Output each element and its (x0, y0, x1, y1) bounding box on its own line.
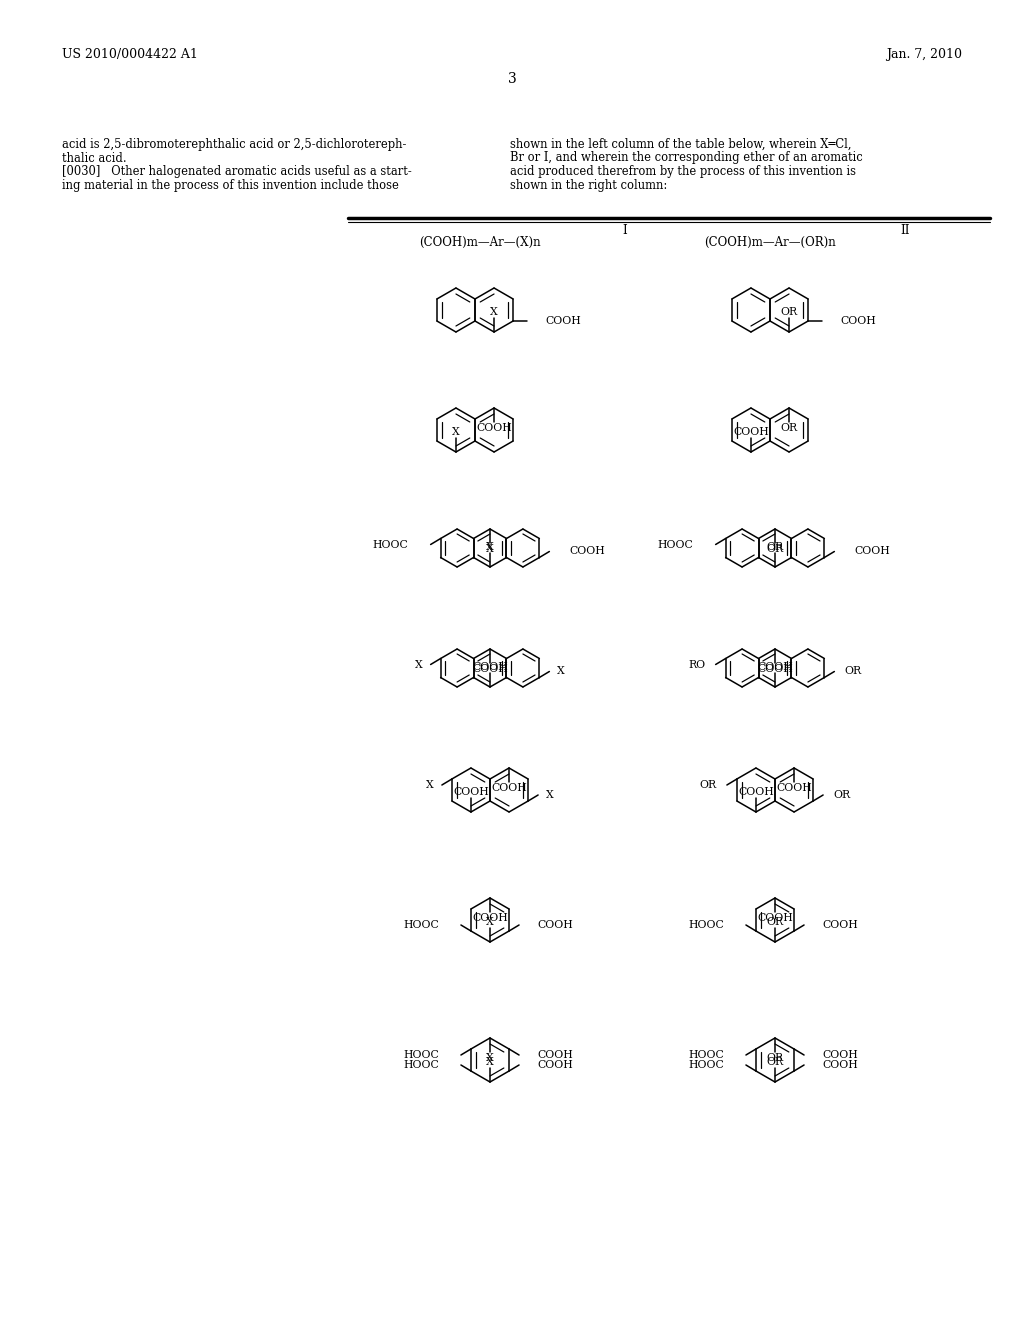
Text: ing material in the process of this invention include those: ing material in the process of this inve… (62, 178, 399, 191)
Text: COOH: COOH (822, 920, 858, 931)
Text: acid produced therefrom by the process of this invention is: acid produced therefrom by the process o… (510, 165, 856, 178)
Text: COOH: COOH (733, 426, 769, 437)
Text: OR: OR (780, 422, 798, 433)
Text: COOH: COOH (537, 920, 572, 931)
Text: COOH: COOH (569, 546, 605, 557)
Text: (COOH)m—Ar—(X)n: (COOH)m—Ar—(X)n (419, 236, 541, 249)
Text: COOH: COOH (472, 664, 508, 675)
Text: 3: 3 (508, 73, 516, 86)
Text: COOH: COOH (822, 1060, 858, 1071)
Text: COOH: COOH (492, 783, 527, 793)
Text: [0030]   Other halogenated aromatic acids useful as a start-: [0030] Other halogenated aromatic acids … (62, 165, 412, 178)
Text: HOOC: HOOC (688, 1049, 724, 1060)
Text: X: X (557, 667, 565, 676)
Text: OR: OR (780, 308, 798, 317)
Text: HOOC: HOOC (403, 920, 439, 931)
Text: COOH: COOH (537, 1060, 572, 1071)
Text: COOH: COOH (757, 664, 793, 675)
Text: shown in the right column:: shown in the right column: (510, 178, 668, 191)
Text: X: X (415, 660, 423, 669)
Text: OR: OR (766, 1057, 783, 1067)
Text: X: X (486, 917, 494, 927)
Text: X: X (486, 544, 494, 554)
Text: OR: OR (766, 544, 783, 554)
Text: HOOC: HOOC (373, 540, 409, 549)
Text: X: X (452, 426, 460, 437)
Text: COOH: COOH (822, 1049, 858, 1060)
Text: COOH: COOH (757, 663, 793, 672)
Text: HOOC: HOOC (688, 1060, 724, 1071)
Text: X: X (486, 543, 494, 552)
Text: HOOC: HOOC (403, 1049, 439, 1060)
Text: COOH: COOH (854, 546, 890, 557)
Text: X: X (426, 780, 434, 789)
Text: RO: RO (688, 660, 706, 669)
Text: COOH: COOH (472, 913, 508, 923)
Text: OR: OR (766, 917, 783, 927)
Text: II: II (900, 224, 909, 238)
Text: HOOC: HOOC (688, 920, 724, 931)
Text: US 2010/0004422 A1: US 2010/0004422 A1 (62, 48, 198, 61)
Text: OR: OR (845, 667, 861, 676)
Text: HOOC: HOOC (657, 540, 693, 549)
Text: COOH: COOH (472, 663, 508, 672)
Text: HOOC: HOOC (403, 1060, 439, 1071)
Text: COOH: COOH (776, 783, 812, 793)
Text: thalic acid.: thalic acid. (62, 152, 127, 165)
Text: shown in the left column of the table below, wherein X═Cl,: shown in the left column of the table be… (510, 139, 852, 150)
Text: COOH: COOH (453, 787, 488, 797)
Text: X: X (486, 1053, 494, 1063)
Text: COOH: COOH (840, 315, 876, 326)
Text: X: X (546, 789, 554, 800)
Text: COOH: COOH (537, 1049, 572, 1060)
Text: I: I (623, 224, 628, 238)
Text: COOH: COOH (757, 913, 793, 923)
Text: COOH: COOH (476, 422, 512, 433)
Text: Jan. 7, 2010: Jan. 7, 2010 (886, 48, 962, 61)
Text: OR: OR (766, 543, 783, 552)
Text: OR: OR (766, 1053, 783, 1063)
Text: OR: OR (834, 789, 850, 800)
Text: (COOH)m—Ar—(OR)n: (COOH)m—Ar—(OR)n (705, 236, 836, 249)
Text: X: X (490, 308, 498, 317)
Text: OR: OR (699, 780, 717, 789)
Text: X: X (486, 1057, 494, 1067)
Text: COOH: COOH (738, 787, 774, 797)
Text: COOH: COOH (545, 315, 581, 326)
Text: acid is 2,5-dibromoterephthalic acid or 2,5-dichlorotereph-: acid is 2,5-dibromoterephthalic acid or … (62, 139, 407, 150)
Text: Br or I, and wherein the corresponding ether of an aromatic: Br or I, and wherein the corresponding e… (510, 152, 863, 165)
